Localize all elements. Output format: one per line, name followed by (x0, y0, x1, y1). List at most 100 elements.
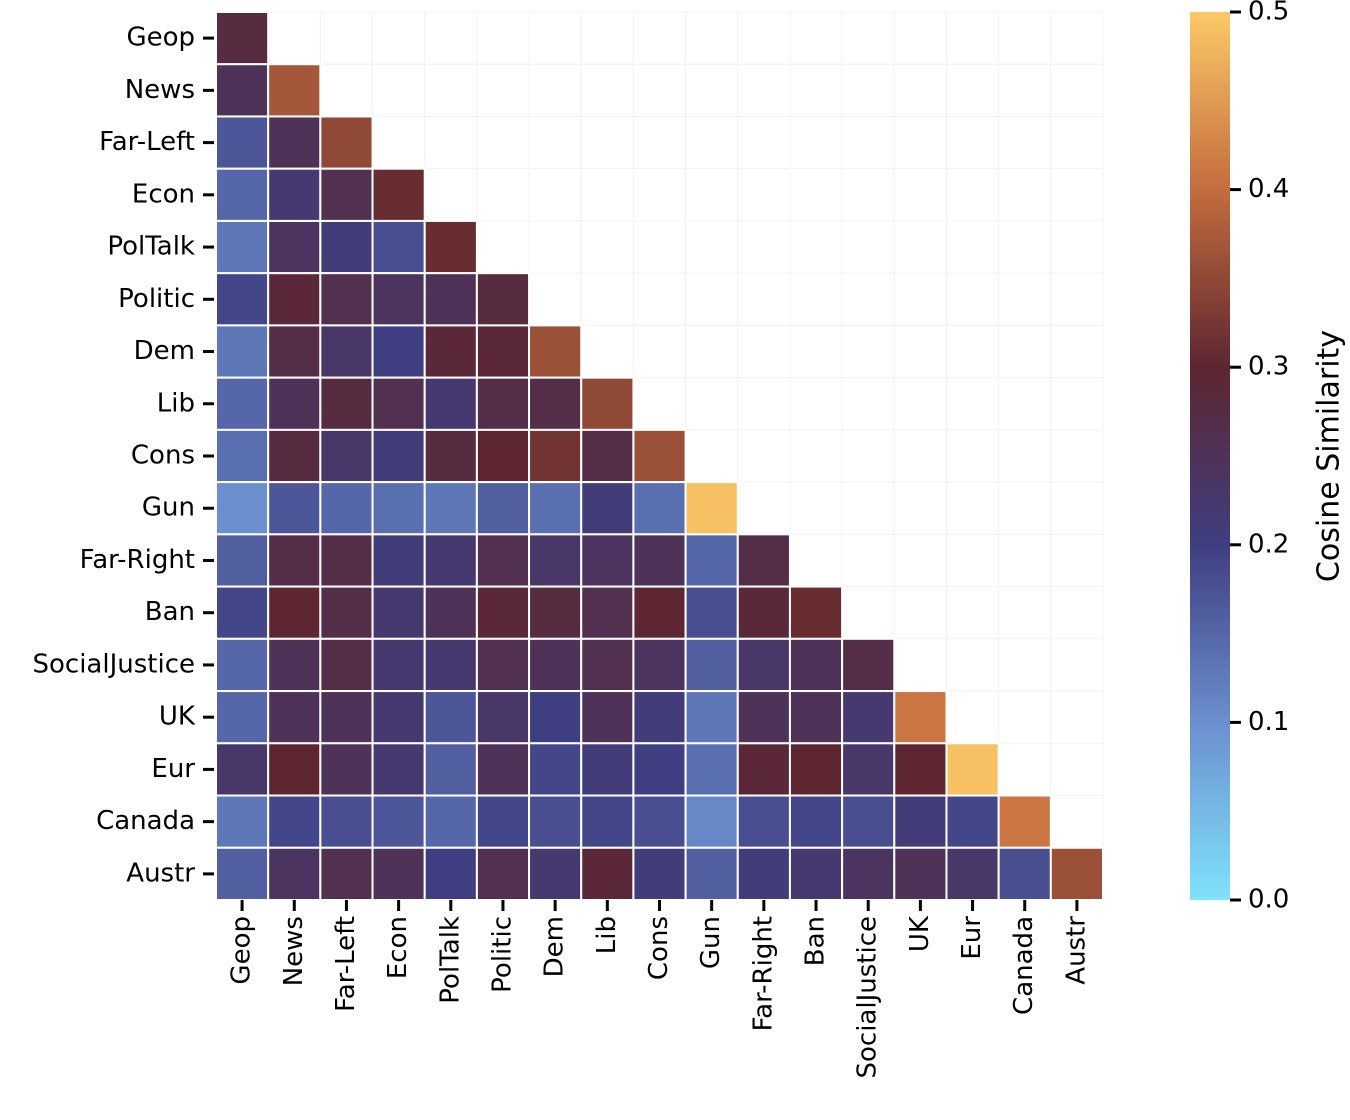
cell (215, 272, 270, 327)
empty-cell (476, 63, 530, 117)
cell (841, 794, 896, 849)
cell (215, 846, 270, 902)
cell (945, 846, 1000, 902)
empty-cell (632, 11, 687, 65)
empty-cell (1050, 481, 1104, 535)
empty-cell (1050, 690, 1104, 744)
cell (423, 324, 478, 379)
empty-cell (476, 11, 530, 65)
empty-cell (737, 11, 791, 65)
cell (580, 585, 635, 640)
x-tick-label: UK (905, 915, 935, 952)
cell (841, 637, 896, 693)
cell (423, 219, 478, 275)
cell (580, 794, 635, 849)
cell (267, 742, 322, 797)
cell (267, 533, 322, 588)
empty-cell (893, 377, 947, 431)
empty-cell (528, 168, 582, 222)
cell (684, 690, 739, 745)
empty-cell (1050, 324, 1104, 379)
empty-cell (998, 324, 1052, 379)
cell (684, 742, 739, 797)
cell (371, 272, 426, 327)
cell (371, 167, 426, 222)
empty-cell (998, 63, 1052, 117)
cell (371, 637, 426, 693)
empty-cell (893, 638, 947, 692)
empty-cell (893, 272, 947, 326)
empty-cell (737, 272, 791, 326)
colorbar-label: Cosine Similarity (1312, 330, 1347, 582)
empty-cell (945, 429, 1000, 483)
cell (319, 272, 374, 327)
empty-cell (685, 115, 739, 170)
x-tick-label: Cons (644, 916, 674, 980)
y-tick-label: Politic (118, 284, 195, 314)
cell (580, 533, 635, 588)
cell (319, 428, 374, 484)
empty-cell (893, 220, 947, 274)
cell (528, 533, 583, 588)
cell (528, 481, 583, 536)
cell (528, 690, 583, 745)
cell (893, 846, 948, 902)
cell (267, 167, 322, 222)
y-tick-label: Eur (151, 754, 195, 784)
empty-cell (789, 324, 843, 379)
cell (267, 481, 322, 536)
cell (788, 742, 844, 797)
cell (319, 219, 374, 275)
empty-cell (841, 63, 895, 117)
empty-cell (893, 586, 947, 640)
y-tick-label: Lib (157, 388, 195, 418)
empty-cell (476, 220, 530, 274)
colorbar-tick-label: 0.2 (1248, 529, 1289, 559)
empty-cell (1050, 272, 1104, 326)
cell (423, 846, 478, 902)
cell (788, 585, 844, 640)
empty-cell (737, 429, 791, 483)
cell (215, 585, 270, 640)
empty-cell (737, 63, 791, 117)
y-tick-label: UK (159, 702, 196, 732)
cell (788, 794, 844, 849)
cell (215, 167, 270, 222)
empty-cell (1050, 795, 1104, 849)
cell (267, 324, 322, 379)
cell (736, 742, 791, 797)
empty-cell (737, 377, 791, 431)
empty-cell (789, 115, 843, 170)
empty-cell (580, 63, 634, 117)
y-tick-label: Econ (132, 179, 195, 209)
empty-cell (998, 168, 1052, 222)
cell (215, 637, 270, 693)
empty-cell (632, 220, 687, 274)
cell (736, 585, 791, 640)
cell (319, 742, 374, 797)
cell (215, 376, 270, 431)
y-tick-label: Far-Right (80, 545, 195, 575)
cell (319, 533, 374, 588)
empty-cell (893, 324, 947, 379)
empty-cell (841, 168, 895, 222)
empty-cell (893, 168, 947, 222)
empty-cell (685, 168, 739, 222)
cell (319, 115, 374, 170)
cell (841, 690, 896, 745)
cell (528, 324, 583, 379)
empty-cell (945, 115, 1000, 170)
y-tick-label: Canada (96, 806, 195, 836)
empty-cell (424, 11, 478, 65)
cell (736, 533, 791, 588)
empty-cell (476, 168, 530, 222)
cell (215, 115, 270, 170)
empty-cell (893, 11, 947, 65)
empty-cell (580, 11, 634, 65)
cell (841, 846, 896, 902)
cell (632, 585, 687, 640)
cell (215, 11, 270, 66)
empty-cell (528, 272, 582, 326)
cell (736, 846, 791, 902)
cell (945, 794, 1000, 849)
